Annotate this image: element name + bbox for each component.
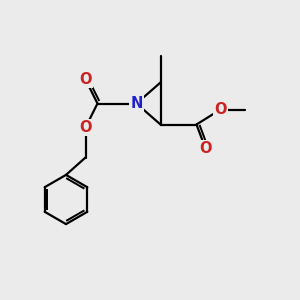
Text: O: O bbox=[199, 141, 212, 156]
Text: O: O bbox=[79, 120, 92, 135]
Text: O: O bbox=[79, 72, 92, 87]
Text: N: N bbox=[130, 96, 143, 111]
Text: O: O bbox=[214, 102, 227, 117]
